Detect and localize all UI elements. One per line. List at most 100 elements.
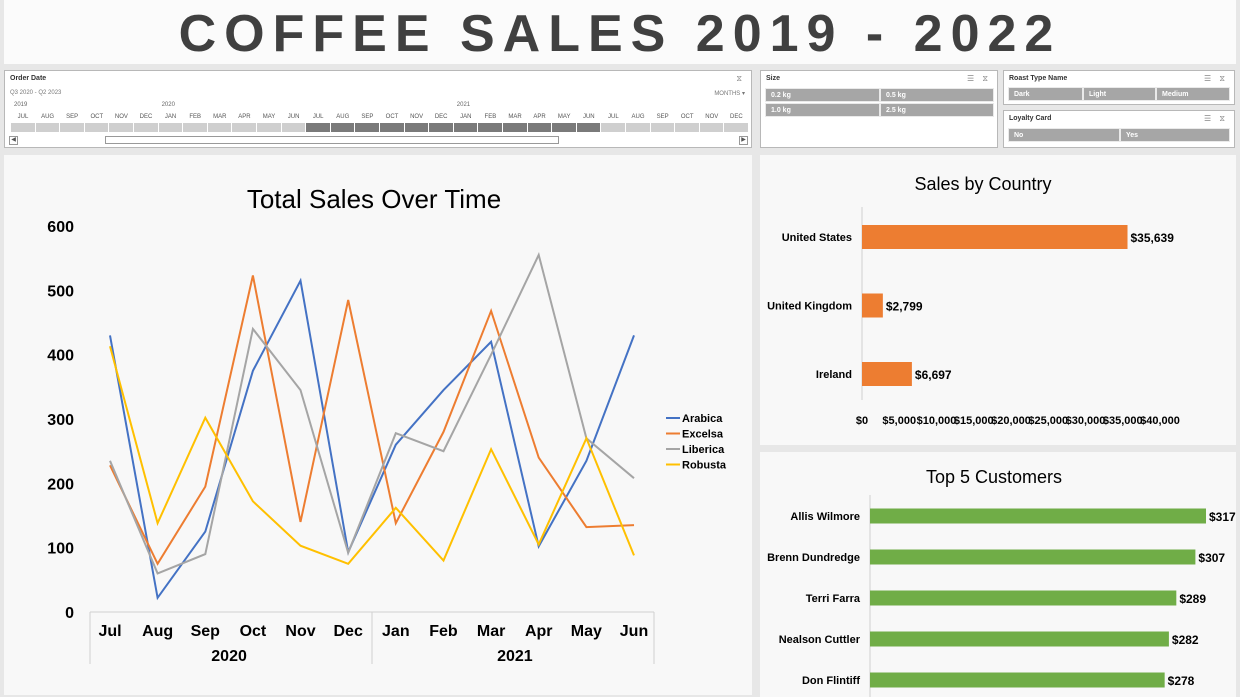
roast-option-dark[interactable]: Dark <box>1008 87 1083 101</box>
timeline-month-bar[interactable] <box>355 123 380 132</box>
timeline-month-bar[interactable] <box>601 123 626 132</box>
category-label: United Kingdom <box>767 301 852 313</box>
timeline-month-label: MAY <box>262 114 276 120</box>
timeline-month-bar[interactable] <box>134 123 159 132</box>
bar <box>870 549 1196 565</box>
legend-label: Excelsa <box>682 429 724 441</box>
timeline-range: Q3 2020 - Q2 2023 <box>10 90 62 96</box>
timeline-month-label: NOV <box>705 114 719 120</box>
timeline-month-bar[interactable] <box>306 123 331 132</box>
x-tick-label: $0 <box>856 415 868 427</box>
x-tick-label: Apr <box>525 623 553 640</box>
roast-option-light[interactable]: Light <box>1083 87 1156 101</box>
timeline-month-bar[interactable] <box>109 123 134 132</box>
timeline-month-bar[interactable] <box>675 123 700 132</box>
timeline-month-label: DEC <box>434 114 448 120</box>
timeline-scrollbar[interactable] <box>105 136 559 144</box>
legend-label: Robusta <box>682 460 727 472</box>
x-tick-label: $25,000 <box>1028 415 1068 427</box>
timeline-month-bar[interactable] <box>503 123 528 132</box>
data-label: $2,799 <box>886 300 923 314</box>
timeline-month-label: OCT <box>680 114 694 120</box>
total-sales-chart-panel: Total Sales Over Time 0 100 200 300 400 500 600… <box>4 155 752 695</box>
timeline-month-bar[interactable] <box>257 123 282 132</box>
timeline-month-label: DEC <box>139 114 153 120</box>
timeline-level-label: MONTHS <box>714 91 741 97</box>
sales-by-country-panel: Sales by Country United States $35,639 Unit… <box>760 155 1236 445</box>
timeline-month-bar[interactable] <box>330 123 356 132</box>
size-option-0-2kg[interactable]: 0.2 kg <box>765 88 880 102</box>
bar <box>870 508 1206 524</box>
loyalty-option-yes[interactable]: Yes <box>1120 128 1230 142</box>
multi-select-icon[interactable]: ☰ ⧖ <box>966 74 991 83</box>
timeline-month-bar[interactable] <box>576 123 602 132</box>
size-option-0-5kg[interactable]: 0.5 kg <box>880 88 994 102</box>
timeline-month-bar[interactable] <box>453 123 479 132</box>
timeline-month-bar[interactable] <box>626 123 651 132</box>
category-label: Ireland <box>816 369 852 381</box>
x-tick-label: Jul <box>98 623 121 640</box>
timeline-month-label: JUL <box>608 114 619 120</box>
sales-by-country-chart: Sales by Country United States $35,639 Unit… <box>767 174 1180 427</box>
y-tick-label: 300 <box>47 412 74 429</box>
scroll-right-icon[interactable]: ▶ <box>739 136 748 145</box>
order-date-timeline[interactable]: Order Date ⧖ Q3 2020 - Q2 2023 MONTHS ▾ … <box>4 70 752 148</box>
timeline-level-dropdown[interactable]: MONTHS ▾ <box>714 90 745 97</box>
timeline-month-bar[interactable] <box>724 123 749 132</box>
x-tick-label: Nov <box>285 623 315 640</box>
y-tick-label: 0 <box>65 605 74 622</box>
timeline-year-label: 2019 <box>14 102 28 108</box>
timeline-month-label: JAN <box>460 114 472 120</box>
timeline-month-bar[interactable] <box>281 123 307 132</box>
roast-option-medium[interactable]: Medium <box>1156 87 1230 101</box>
data-label: $278 <box>1168 674 1195 688</box>
category-label: Don Flintiff <box>802 675 860 687</box>
multi-select-icon[interactable]: ☰ ⧖ <box>1203 114 1228 123</box>
timeline-month-bar[interactable] <box>404 123 430 132</box>
chart-title: Top 5 Customers <box>926 467 1062 487</box>
x-group-label: 2021 <box>497 648 533 665</box>
timeline-month-bar[interactable] <box>35 123 61 132</box>
clear-filter-icon[interactable]: ⧖ <box>736 74 745 83</box>
category-label: Terri Farra <box>806 593 861 605</box>
size-option-2-5kg[interactable]: 2.5 kg <box>880 103 994 117</box>
timeline-month-bar[interactable] <box>699 123 725 132</box>
timeline-month-label: SEP <box>361 114 374 120</box>
size-slicer: Size ☰ ⧖ 0.2 kg 0.5 kg 1.0 kg 2.5 kg <box>760 70 998 148</box>
timeline-month-bar[interactable] <box>11 123 36 132</box>
x-tick-label: $30,000 <box>1066 415 1106 427</box>
x-tick-label: Dec <box>334 623 363 640</box>
timeline-month-bar[interactable] <box>232 123 257 132</box>
scroll-left-icon[interactable]: ◀ <box>9 136 18 145</box>
timeline-month-label: APR <box>238 114 251 120</box>
loyalty-option-no[interactable]: No <box>1008 128 1120 142</box>
timeline-month-bar[interactable] <box>158 123 184 132</box>
multi-select-icon[interactable]: ☰ ⧖ <box>1203 74 1228 83</box>
roast-type-slicer: Roast Type Name ☰ ⧖ Dark Light Medium <box>1003 70 1235 105</box>
timeline-month-bar[interactable] <box>84 123 110 132</box>
y-tick-label: 200 <box>47 476 74 493</box>
timeline-month-label: JUN <box>287 114 300 120</box>
timeline-month-bar[interactable] <box>60 123 85 132</box>
data-label: $289 <box>1179 592 1206 606</box>
timeline-month-label: MAR <box>213 114 227 120</box>
timeline-month-bar[interactable] <box>429 123 454 132</box>
size-option-1-0kg[interactable]: 1.0 kg <box>765 103 880 117</box>
timeline-month-label: MAR <box>508 114 522 120</box>
timeline-month-bar[interactable] <box>527 123 553 132</box>
bar <box>862 362 912 386</box>
timeline-month-label: OCT <box>90 114 104 120</box>
timeline-month-bar[interactable] <box>183 123 208 132</box>
timeline-month-bar[interactable] <box>478 123 503 132</box>
x-tick-label: Oct <box>240 623 267 640</box>
timeline-month-label: DEC <box>730 114 743 120</box>
timeline-month-bar[interactable] <box>552 123 577 132</box>
timeline-month-bar[interactable] <box>380 123 405 132</box>
timeline-month-bar[interactable] <box>650 123 676 132</box>
timeline-month-label: NOV <box>410 114 424 120</box>
x-tick-label: Sep <box>191 623 221 640</box>
y-tick-label: 600 <box>47 219 74 236</box>
bar <box>870 590 1177 606</box>
bar <box>862 225 1128 249</box>
timeline-month-bar[interactable] <box>207 123 233 132</box>
